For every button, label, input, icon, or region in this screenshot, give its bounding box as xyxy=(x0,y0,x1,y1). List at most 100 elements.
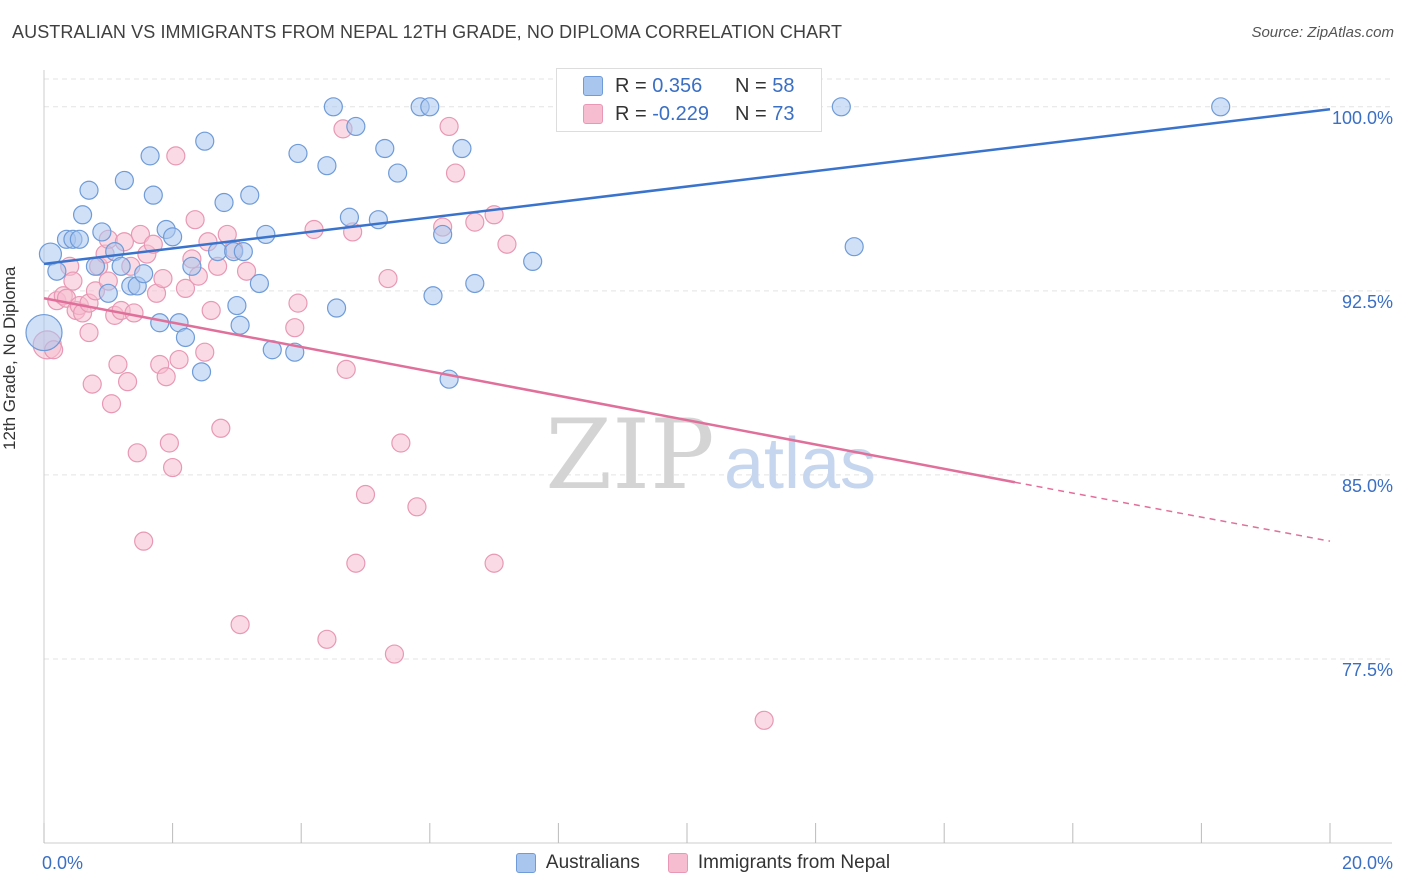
australians-point xyxy=(227,295,247,316)
nepal-point xyxy=(236,261,257,281)
nepal-point xyxy=(445,163,466,183)
australians-point xyxy=(452,138,472,159)
nepal-point xyxy=(175,278,196,299)
australians-point xyxy=(465,273,485,294)
watermark: ZIP atlas xyxy=(545,399,876,511)
nepal-point xyxy=(195,342,215,362)
legend-item-nepal[interactable]: Immigrants from Nepal xyxy=(667,852,890,874)
australians-point xyxy=(388,163,408,183)
nepal-point xyxy=(159,433,179,453)
nepal-point xyxy=(79,322,99,343)
nepal-point xyxy=(230,614,250,635)
australians-point xyxy=(288,143,308,164)
nepal-swatch xyxy=(583,104,603,124)
stats-row-australians: R = 0.356 N = 58 xyxy=(557,72,795,100)
nepal-point xyxy=(153,268,173,289)
nepal-point xyxy=(754,710,774,730)
r-value: 0.356 xyxy=(652,74,703,97)
x-tick-label-min: 0.0% xyxy=(42,853,84,873)
nepal-swatch xyxy=(667,853,688,873)
nepal-point xyxy=(130,224,151,245)
australians-point xyxy=(92,222,112,242)
trend-lines xyxy=(43,108,1331,542)
australians-point xyxy=(233,241,253,262)
nepal-point xyxy=(166,146,186,166)
australians-point xyxy=(844,237,864,257)
legend-label: Australians xyxy=(545,852,640,873)
nepal-point xyxy=(288,293,308,313)
nepal-point xyxy=(391,433,411,453)
australians-point xyxy=(523,251,543,272)
australians-point xyxy=(163,227,183,247)
australians-point xyxy=(208,241,228,262)
australians-point xyxy=(150,313,170,333)
stats-legend: R = 0.356 N = 58 R = -0.229 N = 73 xyxy=(556,68,822,132)
australians-point xyxy=(72,205,93,225)
nepal-point xyxy=(185,210,205,230)
nepal-point xyxy=(439,116,459,137)
nepal-point xyxy=(127,443,147,463)
r-value: -0.229 xyxy=(652,102,709,125)
nepal-point xyxy=(63,271,83,291)
nepal-point xyxy=(336,359,356,379)
nepal-point xyxy=(211,418,231,438)
australians-point xyxy=(375,138,395,159)
watermark-zip: ZIP xyxy=(545,399,714,511)
nepal-point xyxy=(108,354,128,375)
y-axis-label: 12th Grade, No Diploma xyxy=(0,266,19,450)
australians-point xyxy=(249,273,270,294)
series-legend: Australians Immigrants from Nepal xyxy=(0,852,1406,874)
australians-point xyxy=(326,298,347,318)
nepal-point xyxy=(134,531,154,551)
australians-point xyxy=(195,131,215,151)
australians-point xyxy=(1211,97,1231,117)
nepal-point xyxy=(143,234,163,254)
australians-trend-line xyxy=(43,108,1331,266)
nepal-point xyxy=(355,484,376,505)
nepal-point xyxy=(317,629,337,649)
nepal-point xyxy=(201,300,221,321)
australians-point xyxy=(111,256,131,276)
x-tick-label-max: 20.0% xyxy=(1341,853,1393,873)
australians-point xyxy=(191,362,212,382)
australians-point xyxy=(420,97,440,117)
nepal-point xyxy=(101,394,122,414)
nepal-point xyxy=(378,268,398,289)
australians-point xyxy=(214,192,234,213)
australians-point xyxy=(182,256,202,276)
australians-point xyxy=(134,264,154,284)
nepal-point xyxy=(497,234,517,254)
australians-point xyxy=(114,170,134,191)
australians-swatch xyxy=(515,853,536,873)
australians-point xyxy=(47,261,67,281)
australians-point xyxy=(256,224,276,245)
australians-point xyxy=(79,180,99,200)
nepal-point xyxy=(163,457,183,478)
n-value: 73 xyxy=(772,102,795,125)
australians-point xyxy=(423,286,443,306)
y-tick-label: 100.0% xyxy=(1331,107,1393,128)
nepal-point xyxy=(82,374,102,394)
australians-point xyxy=(175,327,196,348)
nepal-point xyxy=(117,372,138,392)
nepal-point xyxy=(465,212,485,232)
australians-point xyxy=(240,185,260,205)
grid-lines xyxy=(44,78,1392,660)
australians-point xyxy=(831,97,851,117)
chart-title: AUSTRALIAN VS IMMIGRANTS FROM NEPAL 12TH… xyxy=(12,22,843,42)
axes xyxy=(43,70,1392,844)
stats-row-nepal: R = -0.229 N = 73 xyxy=(557,100,795,128)
source-label: Source: ZipAtlas.com xyxy=(1251,24,1394,41)
australians-point xyxy=(140,146,160,166)
watermark-atlas: atlas xyxy=(724,424,876,504)
australians-point xyxy=(98,283,118,303)
australians-point xyxy=(433,224,453,245)
australians-point xyxy=(85,256,106,276)
r-label: R = xyxy=(615,102,653,125)
australians-point xyxy=(323,97,343,117)
australians-point xyxy=(143,185,163,205)
legend-item-australians[interactable]: Australians xyxy=(515,852,640,874)
n-value: 58 xyxy=(772,74,795,97)
nepal-point xyxy=(156,367,176,387)
